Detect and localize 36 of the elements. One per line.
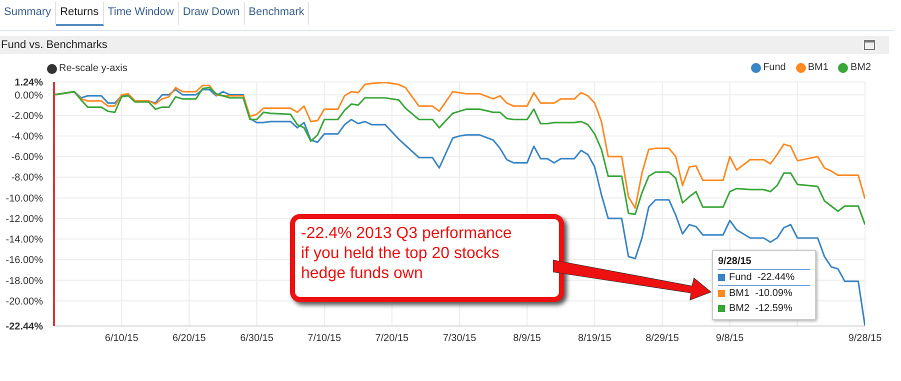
- text: Re-scale y-axis: [58, 63, 128, 74]
- x-tick-label: 7/20/15: [375, 333, 410, 344]
- y-tick-label: -6.00%: [11, 152, 44, 164]
- y-tick-label: 1.24%: [14, 78, 44, 88]
- y-tick-label: -12.00%: [6, 214, 44, 225]
- x-tick-label: 9/28/15: [848, 333, 882, 344]
- callout-box: -22.4% 2013 Q3 performance if you held the top 20 stocks hedge funds own: [290, 214, 564, 302]
- x-tick-label: 8/19/15: [578, 333, 612, 344]
- x-tick-label: 7/30/15: [442, 333, 477, 344]
- legend-label: BM1: [806, 62, 828, 73]
- y-tick-label: -8.00%: [11, 172, 44, 184]
- y-tick-label: -2.00%: [11, 110, 44, 122]
- x-tick-label: 6/20/15: [172, 333, 206, 344]
- legend-label: BM2: [849, 62, 871, 73]
- x-tick-label: 6/10/15: [104, 333, 139, 344]
- y-tick-label: -4.00%: [11, 131, 44, 142]
- text: Time Window: [104, 2, 179, 26]
- y-tick-label: -18.00%: [6, 276, 44, 287]
- x-tick-label: 8/9/15: [513, 333, 542, 344]
- y-tick-label: -20.00%: [6, 296, 44, 308]
- y-tick-label: 0.00%: [14, 90, 44, 102]
- x-tick-label: 6/30/15: [240, 333, 274, 344]
- text: Returns: [56, 2, 104, 26]
- x-tick-label: 9/8/15: [716, 333, 744, 344]
- y-tick-label: -10.00%: [6, 193, 44, 204]
- y-tick-label: -16.00%: [6, 255, 44, 266]
- legend-label: Fund: [762, 62, 786, 73]
- text: Benchmark: [244, 2, 310, 26]
- y-tick-label: -14.00%: [6, 234, 44, 246]
- x-tick-label: 8/29/15: [646, 333, 680, 344]
- chart-title: Fund vs. Benchmarks: [0, 36, 889, 54]
- text: Draw Down: [178, 2, 245, 26]
- x-tick-label: 7/10/15: [308, 333, 342, 344]
- text: Summary: [0, 2, 56, 26]
- annotation: 9/28/15 Fund -22.44% BM1 -10.09% BM2 -12.59%: [718, 255, 796, 316]
- y-tick-label: -22.44%: [6, 322, 44, 332]
